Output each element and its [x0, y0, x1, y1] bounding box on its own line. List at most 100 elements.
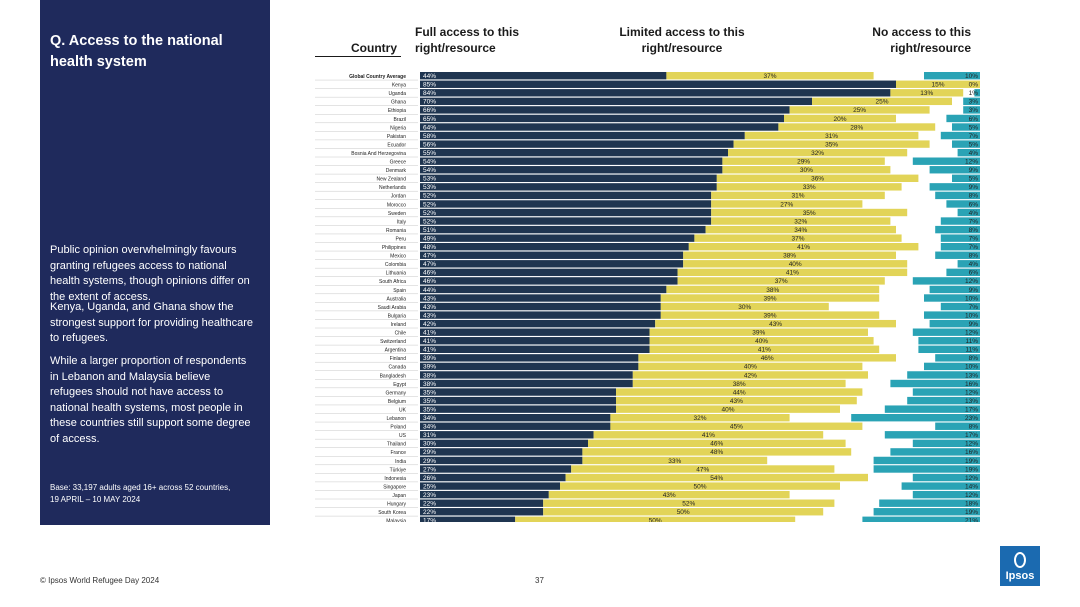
label-no-access: 12%	[965, 159, 978, 166]
label-limited-access: 50%	[677, 509, 690, 516]
label-full-access: 52%	[423, 218, 436, 225]
bar-full-access	[420, 157, 723, 165]
country-label: Jordan	[391, 194, 407, 200]
base-note-line-2: 19 APRIL – 10 MAY 2024	[50, 495, 141, 504]
bar-limited-access	[683, 251, 896, 259]
country-label: Ecuador	[387, 142, 406, 148]
bar-full-access	[420, 123, 779, 131]
label-no-access: 8%	[969, 253, 979, 260]
label-no-access: 8%	[969, 227, 979, 234]
country-label: Global Country Average	[349, 74, 406, 80]
bar-no-access	[918, 337, 980, 345]
label-no-access: 9%	[969, 184, 979, 191]
bar-limited-access	[582, 448, 852, 456]
label-limited-access: 45%	[730, 424, 743, 431]
label-limited-access: 48%	[710, 449, 723, 456]
label-limited-access: 35%	[803, 210, 816, 217]
base-note-line-1: Base: 33,197 adults aged 16+ across 52 c…	[50, 483, 231, 492]
label-full-access: 29%	[423, 458, 436, 465]
bar-no-access	[890, 448, 980, 456]
bar-no-access	[924, 294, 980, 302]
label-no-access: 10%	[965, 295, 978, 302]
bar-limited-access	[660, 302, 829, 311]
label-no-access: 12%	[965, 278, 978, 285]
bar-limited-access	[610, 414, 790, 422]
bar-full-access	[420, 345, 650, 353]
country-label: Chile	[395, 331, 407, 337]
country-label: Colombia	[385, 262, 406, 268]
bar-no-access	[963, 97, 980, 106]
label-full-access: 30%	[423, 441, 436, 448]
label-no-access: 7%	[969, 235, 979, 242]
header-none-line-2: right/resource	[890, 41, 971, 55]
country-label: UK	[399, 407, 407, 413]
logo-mark-icon	[1014, 552, 1026, 568]
label-limited-access: 29%	[797, 159, 810, 166]
label-limited-access: 13%	[920, 90, 933, 97]
country-label: Argentina	[385, 348, 407, 354]
bar-full-access	[420, 439, 588, 448]
country-label: South Korea	[378, 510, 406, 516]
bar-limited-access	[638, 354, 896, 362]
country-label: Egypt	[393, 382, 406, 388]
bar-no-access	[912, 473, 980, 482]
label-full-access: 41%	[423, 330, 436, 337]
country-label: Finland	[390, 356, 407, 362]
country-label: Saudi Arabia	[378, 305, 407, 311]
country-label: Morocco	[387, 202, 406, 208]
bar-full-access	[420, 268, 678, 277]
bar-no-access	[851, 414, 980, 422]
bar-limited-access	[890, 89, 964, 97]
footer-copyright: © Ipsos World Refugee Day 2024	[40, 576, 160, 585]
header-full-line-1: Full access to this	[415, 25, 520, 39]
label-no-access: 11%	[965, 347, 978, 354]
label-full-access: 35%	[423, 406, 436, 413]
bar-full-access	[420, 482, 560, 490]
bar-no-access	[929, 166, 980, 174]
label-full-access: 39%	[423, 364, 436, 371]
bar-no-access	[929, 183, 980, 191]
bar-limited-access	[543, 499, 835, 507]
bar-limited-access	[515, 516, 796, 522]
bar-no-access	[940, 131, 980, 140]
country-label: Bangladesh	[380, 373, 407, 379]
bar-full-access	[420, 97, 812, 106]
bar-no-access	[957, 208, 980, 217]
label-no-access: 10%	[965, 364, 978, 371]
label-limited-access: 25%	[853, 107, 866, 114]
header-full-line-2: right/resource	[415, 41, 496, 55]
bar-full-access	[420, 260, 684, 268]
country-label: Switzerland	[380, 339, 406, 345]
label-full-access: 43%	[423, 304, 436, 311]
bar-no-access	[957, 148, 980, 157]
bar-limited-access	[616, 396, 857, 405]
label-limited-access: 20%	[833, 116, 846, 123]
question-title: Q. Access to the national health system	[50, 33, 223, 70]
bar-no-access	[935, 225, 980, 234]
bar-no-access	[918, 345, 980, 353]
country-label: US	[399, 433, 407, 439]
label-limited-access: 32%	[794, 218, 807, 225]
bar-no-access	[974, 89, 980, 97]
label-no-access: 8%	[969, 355, 979, 362]
label-full-access: 35%	[423, 389, 436, 396]
bar-no-access	[952, 174, 980, 182]
bar-no-access	[873, 465, 980, 473]
bar-full-access	[420, 396, 616, 405]
label-no-access: 16%	[965, 381, 978, 388]
label-limited-access: 40%	[755, 338, 768, 345]
label-no-access: 11%	[965, 338, 978, 345]
label-limited-access: 40%	[789, 261, 802, 268]
label-full-access: 34%	[423, 424, 436, 431]
label-no-access: 23%	[965, 415, 978, 422]
bar-limited-access	[649, 328, 868, 336]
country-label: Belgium	[388, 399, 406, 405]
bar-full-access	[420, 337, 650, 345]
country-label: Mexico	[390, 254, 406, 260]
label-limited-access: 40%	[744, 364, 757, 371]
label-limited-access: 36%	[811, 176, 824, 183]
label-no-access: 12%	[965, 330, 978, 337]
label-no-access: 17%	[965, 406, 978, 413]
bar-no-access	[873, 508, 980, 516]
country-label: Netherlands	[379, 185, 406, 191]
